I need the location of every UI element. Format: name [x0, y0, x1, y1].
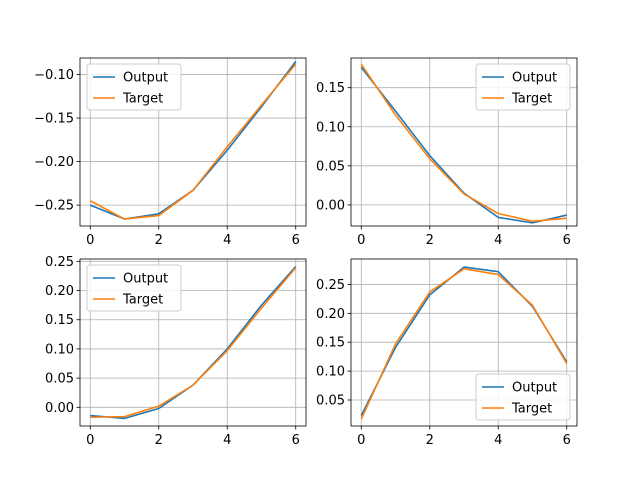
legend-label-target: Target	[122, 293, 163, 308]
y-tick-label: 0.20	[316, 307, 345, 322]
y-tick-label: 0.10	[316, 365, 345, 380]
x-tick-label: 2	[426, 433, 434, 448]
x-tick-label: 4	[494, 233, 502, 248]
x-tick-label: 6	[292, 233, 300, 248]
legend-label-target: Target	[511, 402, 552, 417]
x-tick-label: 0	[357, 433, 365, 448]
y-tick-label: 0.15	[316, 336, 345, 351]
y-tick-label: 0.05	[316, 393, 345, 408]
y-tick-label: 0.25	[316, 278, 345, 293]
y-tick-label: 0.15	[45, 313, 74, 328]
legend-label-output: Output	[123, 71, 168, 86]
legend-label-output: Output	[123, 272, 168, 287]
y-tick-label: −0.15	[34, 112, 74, 127]
axes-frame	[79, 57, 307, 227]
x-tick-label: 0	[86, 433, 94, 448]
legend-label-target: Target	[511, 92, 552, 107]
x-tick-label: 6	[563, 233, 571, 248]
x-tick-label: 0	[357, 233, 365, 248]
y-tick-label: −0.10	[34, 68, 74, 83]
axes-frame	[79, 258, 307, 427]
legend: Output Target	[475, 373, 571, 421]
series-line-target	[360, 63, 567, 223]
legend: Output Target	[86, 264, 182, 312]
x-tick-label: 4	[494, 433, 502, 448]
x-tick-label: 6	[292, 433, 300, 448]
legend-label-target: Target	[122, 92, 163, 107]
x-tick-label: 0	[86, 233, 94, 248]
subplot-top-left: 0 2 4 6 −0.25 −0.20 −0.15 −0.10 Output Target	[34, 57, 307, 248]
y-tick-label: 0.20	[45, 284, 74, 299]
legend-label-output: Output	[512, 381, 557, 396]
x-tick-label: 4	[223, 233, 231, 248]
subplot-bottom-right: 0 2 4 6 0.05 0.10 0.15 0.20 0.25 Output Target	[316, 258, 578, 448]
legend-label-output: Output	[512, 71, 557, 86]
y-tick-label: 0.15	[316, 81, 345, 96]
y-tick-label: 0.00	[316, 198, 345, 213]
x-tick-label: 6	[563, 433, 571, 448]
y-tick-label: −0.25	[34, 199, 74, 214]
y-tick-label: 0.10	[316, 120, 345, 135]
legend: Output Target	[475, 63, 571, 111]
y-tick-label: 0.25	[45, 255, 74, 270]
x-tick-label: 2	[155, 233, 163, 248]
y-tick-label: −0.20	[34, 155, 74, 170]
y-tick-label: 0.05	[45, 372, 74, 387]
x-tick-label: 4	[223, 433, 231, 448]
axes-frame	[350, 258, 578, 427]
subplot-top-right: 0 2 4 6 0.00 0.05 0.10 0.15 Output Target	[316, 57, 578, 248]
series-line-target	[89, 63, 297, 220]
subplot-bottom-left: 0 2 4 6 0.00 0.05 0.10 0.15 0.20 0.25 Output Target	[45, 255, 307, 448]
legend: Output Target	[86, 63, 182, 111]
y-tick-label: 0.00	[45, 401, 74, 416]
axes-frame	[350, 57, 578, 227]
series-line-target	[360, 268, 568, 420]
y-tick-label: 0.05	[316, 159, 345, 174]
y-tick-label: 0.10	[45, 342, 74, 357]
x-tick-label: 2	[426, 233, 434, 248]
x-tick-label: 2	[155, 433, 163, 448]
series-line-target	[90, 267, 297, 419]
